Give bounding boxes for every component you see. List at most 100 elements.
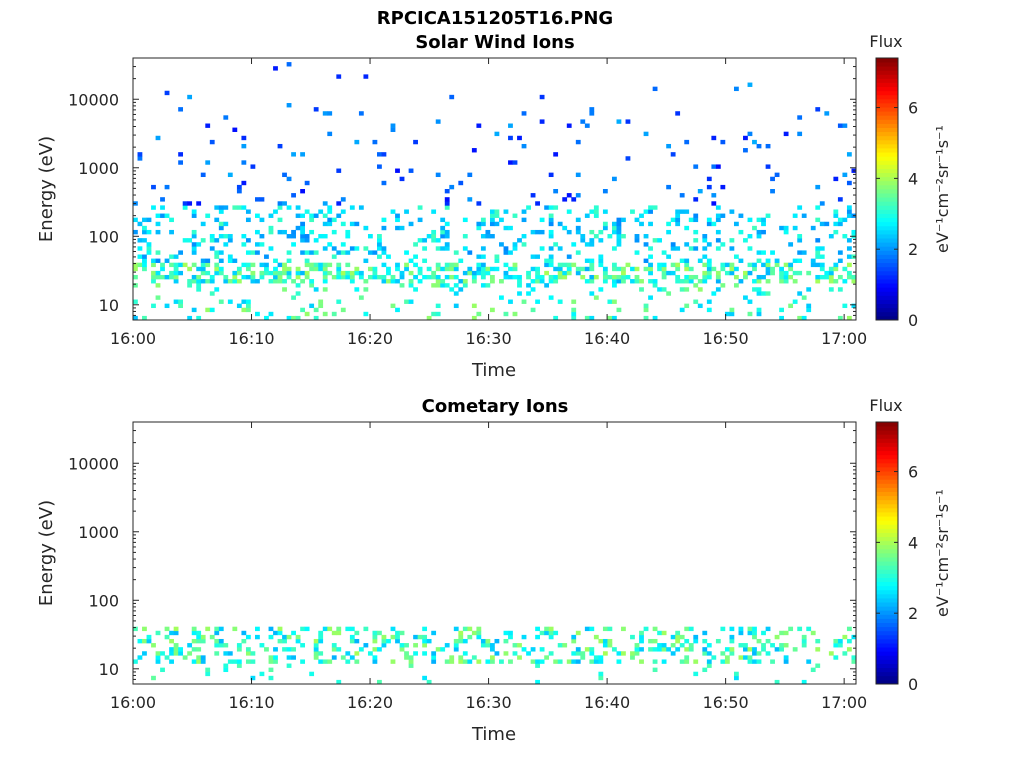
heatmap-cell [652,283,658,288]
heatmap-cell [815,254,821,259]
heatmap-cell [815,107,821,112]
heatmap-cell [223,667,229,673]
colorbar-segment [876,123,898,128]
heatmap-cell [688,246,694,251]
heatmap-cell [806,659,812,664]
heatmap-cell [133,626,138,632]
heatmap-cell [517,279,522,284]
heatmap-cell [666,143,672,149]
heatmap-cell [268,634,274,640]
heatmap-cell [756,250,762,255]
heatmap-cell [602,270,608,276]
heatmap-cell [508,634,513,640]
heatmap-cell [553,274,559,280]
heatmap-cell [797,258,803,263]
heatmap-cell [743,135,748,141]
y-tick-label: 10 [99,296,119,315]
heatmap-cell [833,266,839,272]
heatmap-cell [291,152,296,157]
heatmap-cell [761,291,766,296]
heatmap-cell [634,234,640,239]
heatmap-cell [702,246,708,251]
heatmap-cell [657,630,662,636]
heatmap-cell [557,274,563,280]
colorbar-segment [876,184,898,190]
heatmap-cell [322,266,328,272]
heatmap-cell [462,659,468,664]
heatmap-cell [444,229,450,235]
heatmap-cell [309,229,315,235]
heatmap-cell [770,176,775,182]
heatmap-cell [422,638,428,644]
heatmap-cell [575,266,581,272]
colorbar-segment [876,119,898,124]
colorbar-segment [876,638,898,644]
heatmap-cell [526,205,531,210]
heatmap-cell [187,94,193,100]
heatmap-cell [151,270,156,276]
heatmap-cell [801,295,807,300]
heatmap-cell [358,111,364,116]
heatmap-cell [607,299,613,304]
heatmap-cell [521,242,527,247]
colorbar-segment [876,475,898,480]
heatmap-cell [706,258,712,263]
heatmap-cell [715,287,721,292]
heatmap-cell [399,647,405,652]
heatmap-cell [255,626,260,632]
heatmap-cell [318,299,324,304]
heatmap-cell [277,270,283,276]
heatmap-cell [137,156,143,161]
heatmap-cell [634,217,640,223]
heatmap-cell [200,266,206,272]
heatmap-cell [377,234,382,239]
heatmap-cell [449,274,455,280]
heatmap-cell [422,246,428,251]
heatmap-cell [363,258,369,263]
colorbar-frame [875,57,899,321]
heatmap-cell [277,201,283,206]
heatmap-cell [846,626,852,632]
heatmap-cell [259,274,265,280]
colorbar-segment [876,524,898,529]
heatmap-cell [426,315,432,321]
heatmap-cell [747,647,753,652]
colorbar-segment [876,630,898,636]
heatmap-cell [661,643,667,648]
heatmap-cell [169,217,174,223]
heatmap-cell [164,258,170,263]
colorbar-segment [876,148,898,153]
heatmap-cell [300,213,306,218]
heatmap-cell [499,217,504,223]
heatmap-cell [322,274,328,280]
heatmap-cell [295,274,301,280]
colorbar-segment [876,311,898,317]
heatmap-cell [675,111,681,116]
heatmap-cell [408,221,414,227]
heatmap-cell [327,217,333,223]
heatmap-cell [806,626,812,632]
colorbar-tick-label: 0 [908,675,918,694]
heatmap-cell [354,270,360,276]
heatmap-cell [824,274,830,280]
heatmap-cell [508,266,513,272]
heatmap-cell [331,274,337,280]
heatmap-cell [833,213,839,218]
heatmap-cell [666,254,672,259]
heatmap-cell [268,667,274,673]
heatmap-cell [241,242,247,247]
heatmap-cell [729,638,735,644]
heatmap-cell [675,221,681,227]
heatmap-cell [381,225,387,231]
heatmap-cell [846,638,852,644]
heatmap-cell [639,221,644,227]
heatmap-cell [268,311,274,317]
heatmap-cell [191,626,197,632]
heatmap-cell [512,266,518,272]
heatmap-cell [557,266,563,272]
heatmap-cell [815,262,821,268]
heatmap-cell [349,205,355,210]
heatmap-cell [196,315,202,321]
heatmap-cell [801,213,807,218]
